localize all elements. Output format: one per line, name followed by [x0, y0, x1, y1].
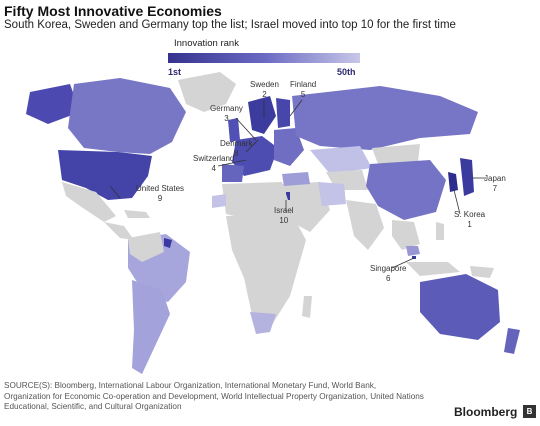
region-philippines — [436, 222, 444, 240]
callout-sweden-name: Sweden — [250, 80, 279, 89]
region-indonesia — [406, 262, 460, 276]
region-malaysia — [406, 246, 420, 256]
region-mexico — [62, 182, 116, 222]
region-norway-sweden — [248, 96, 276, 134]
region-kazakhstan — [310, 146, 372, 174]
callout-south-korea: S. Korea 1 — [454, 210, 485, 230]
region-korea — [448, 172, 458, 192]
region-papua-new-guinea — [470, 266, 494, 278]
chart-subtitle: South Korea, Sweden and Germany top the … — [4, 19, 456, 31]
callout-israel: Israel 10 — [274, 206, 294, 226]
region-new-zealand — [504, 328, 520, 354]
legend-min-label: 1st — [168, 67, 182, 77]
callout-japan-rank: 7 — [492, 184, 498, 193]
region-russia — [292, 86, 478, 150]
legend-title: Innovation rank — [174, 38, 239, 49]
region-iberia — [222, 164, 244, 182]
region-south-america-south — [132, 280, 170, 374]
callout-singapore-rank: 6 — [386, 274, 391, 283]
callout-united-states: United States 9 — [136, 184, 184, 204]
leader-united-states — [109, 185, 121, 199]
callout-japan-name: Japan — [484, 174, 506, 183]
callout-germany-rank: 3 — [224, 114, 229, 123]
region-iran — [318, 182, 346, 206]
callout-united-states-rank: 9 — [157, 194, 163, 203]
callout-denmark-name: Denmark — [220, 139, 253, 148]
callout-japan: Japan 7 — [484, 174, 506, 194]
region-uk — [228, 118, 240, 142]
callout-germany: Germany 3 — [210, 104, 243, 124]
callout-denmark-rank: 8 — [234, 149, 239, 158]
region-central-america — [104, 222, 134, 240]
region-eastern-europe — [274, 128, 304, 166]
region-canada — [68, 78, 186, 154]
leader-denmark — [245, 139, 259, 153]
callout-finland-rank: 5 — [300, 90, 306, 99]
callout-united-states-name: United States — [136, 184, 185, 193]
region-guiana — [164, 238, 172, 248]
region-madagascar — [302, 296, 312, 318]
callout-south-korea-rank: 1 — [467, 220, 472, 229]
callout-germany-name: Germany — [210, 104, 243, 113]
leader-singapore — [391, 257, 415, 269]
region-alaska — [26, 84, 80, 124]
region-china — [366, 160, 446, 220]
callout-sweden: Sweden 2 — [250, 80, 279, 100]
region-southeast-asia — [392, 220, 420, 250]
bloomberg-icon: B — [523, 405, 536, 418]
region-morocco — [212, 194, 226, 208]
callout-finland: Finland 5 — [290, 80, 316, 100]
region-colombia-venezuela — [128, 232, 164, 262]
region-japan — [460, 158, 474, 196]
callout-israel-rank: 10 — [279, 216, 289, 225]
chart-title: Fifty Most Innovative Economies — [4, 3, 222, 19]
legend-color-bar — [168, 53, 360, 63]
region-finland — [276, 98, 290, 128]
region-australia — [420, 274, 500, 340]
region-turkey — [282, 172, 310, 186]
region-south-africa — [250, 312, 276, 334]
callout-sweden-rank: 2 — [262, 90, 267, 99]
callout-leader-lines — [109, 99, 486, 269]
region-india — [346, 200, 384, 250]
region-mongolia — [372, 144, 420, 164]
callout-denmark: Denmark 8 — [220, 139, 252, 159]
callout-finland-name: Finland — [290, 80, 317, 89]
region-north-africa — [222, 182, 292, 222]
leader-germany — [235, 117, 257, 141]
callout-singapore: Singapore 6 — [370, 264, 406, 284]
callout-switzerland: Switzerland 4 — [193, 154, 234, 174]
leader-switzerland — [217, 159, 247, 167]
bloomberg-logo: Bloomberg — [454, 405, 518, 419]
callout-singapore-name: Singapore — [370, 264, 407, 273]
callout-israel-name: Israel — [274, 206, 294, 215]
leader-finland — [289, 99, 303, 117]
source-note: SOURCE(S): Bloomberg, International Labo… — [4, 381, 424, 411]
leader-south-korea — [453, 189, 461, 215]
region-united-states — [58, 150, 152, 200]
region-greenland — [178, 72, 236, 112]
callout-south-korea-name: S. Korea — [454, 210, 486, 219]
region-central-africa — [226, 214, 306, 328]
region-caribbean — [124, 210, 150, 218]
callout-switzerland-rank: 4 — [211, 164, 216, 173]
callout-switzerland-name: Switzerland — [193, 154, 235, 163]
legend-max-label: 50th — [337, 67, 356, 77]
